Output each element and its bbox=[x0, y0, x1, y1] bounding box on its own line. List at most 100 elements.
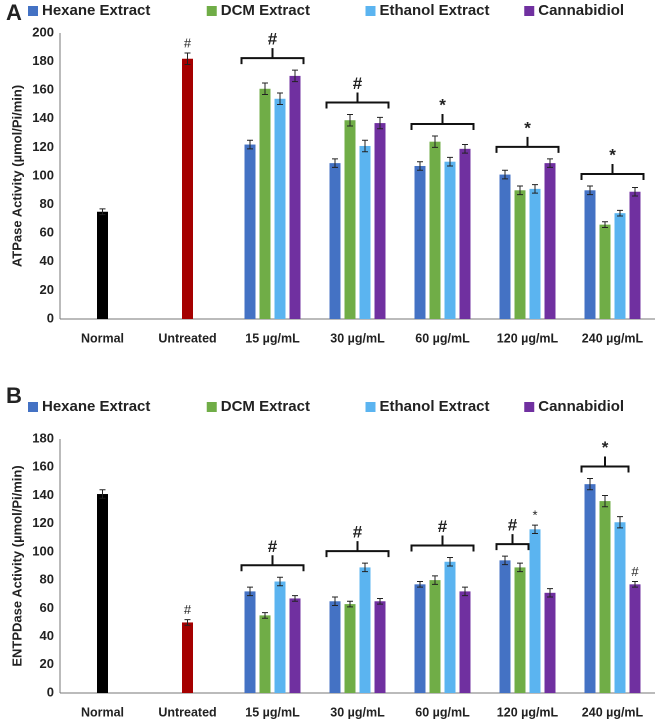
bar bbox=[182, 58, 193, 320]
error-bar bbox=[587, 185, 593, 196]
x-tick-label: 60 µg/mL bbox=[415, 331, 470, 345]
error-bar bbox=[447, 156, 453, 167]
bracket bbox=[410, 535, 475, 552]
error-bar bbox=[602, 494, 608, 508]
legend-label: Cannabidiol bbox=[538, 2, 624, 19]
bar bbox=[459, 591, 471, 693]
error-bar bbox=[362, 139, 368, 153]
bar bbox=[414, 165, 426, 319]
error-bar bbox=[277, 92, 283, 105]
y-tick-label: 0 bbox=[47, 310, 54, 325]
annotation: * bbox=[439, 95, 446, 114]
y-tick-label: 0 bbox=[47, 684, 54, 699]
x-tick-label: Untreated bbox=[158, 331, 216, 345]
y-tick-label: 100 bbox=[32, 543, 54, 558]
error-bar bbox=[99, 489, 106, 499]
bar bbox=[614, 213, 626, 319]
annotation: # bbox=[631, 564, 639, 579]
error-bar bbox=[547, 158, 553, 168]
legend-label: Cannabidiol bbox=[538, 398, 624, 415]
annotation: # bbox=[353, 523, 363, 542]
error-bar bbox=[347, 114, 353, 127]
bar bbox=[344, 604, 356, 693]
error-bar bbox=[502, 555, 508, 566]
bar bbox=[499, 560, 511, 693]
annotation: # bbox=[184, 35, 192, 50]
x-tick-label: 30 µg/mL bbox=[330, 331, 385, 345]
annotation: * bbox=[532, 508, 537, 523]
y-tick-label: 60 bbox=[40, 600, 54, 615]
error-bar bbox=[632, 581, 638, 588]
bar bbox=[274, 98, 286, 319]
legend-swatch bbox=[365, 402, 376, 412]
y-tick-label: 80 bbox=[40, 572, 54, 587]
bar bbox=[629, 584, 641, 693]
error-bar bbox=[417, 161, 423, 171]
annotation: # bbox=[438, 517, 448, 536]
y-tick-label: 100 bbox=[32, 167, 54, 182]
error-bar bbox=[432, 135, 438, 148]
legend-swatch bbox=[524, 6, 535, 16]
legend-swatch bbox=[365, 6, 376, 16]
error-bar bbox=[292, 595, 298, 602]
bar bbox=[429, 141, 441, 319]
bar bbox=[444, 561, 456, 693]
bar bbox=[259, 615, 271, 693]
error-bar bbox=[632, 186, 638, 197]
bar bbox=[514, 567, 526, 693]
error-bar bbox=[617, 516, 623, 529]
bar bbox=[544, 163, 556, 319]
annotation: # bbox=[268, 537, 278, 556]
error-bar bbox=[262, 82, 268, 95]
bracket bbox=[325, 92, 390, 109]
y-tick-label: 20 bbox=[40, 282, 54, 297]
bar bbox=[289, 598, 301, 693]
bar bbox=[514, 190, 526, 319]
error-bar bbox=[547, 588, 553, 598]
error-bar bbox=[517, 185, 523, 196]
annotation: # bbox=[353, 74, 363, 93]
error-bar bbox=[462, 586, 468, 597]
x-tick-label: 15 µg/mL bbox=[245, 705, 300, 719]
bar bbox=[444, 161, 456, 319]
x-tick-label: 30 µg/mL bbox=[330, 705, 385, 719]
bar bbox=[259, 88, 271, 320]
error-bar bbox=[247, 139, 253, 150]
legend-label: DCM Extract bbox=[221, 398, 310, 415]
y-tick-label: 140 bbox=[32, 487, 54, 502]
y-tick-label: 180 bbox=[32, 53, 54, 68]
bar bbox=[344, 120, 356, 319]
y-tick-label: 40 bbox=[40, 253, 54, 268]
bar bbox=[414, 584, 426, 693]
bar bbox=[499, 174, 511, 319]
error-bar bbox=[332, 596, 338, 607]
error-bar bbox=[587, 478, 593, 491]
bracket bbox=[240, 555, 305, 572]
bar bbox=[374, 123, 386, 319]
bar bbox=[584, 484, 596, 693]
y-tick-label: 160 bbox=[32, 459, 54, 474]
bar bbox=[359, 567, 371, 693]
bar bbox=[359, 145, 371, 319]
bar bbox=[329, 163, 341, 319]
x-tick-label: Untreated bbox=[158, 705, 216, 719]
panel-label: A bbox=[6, 0, 22, 25]
error-bar bbox=[277, 576, 283, 587]
error-bar bbox=[377, 116, 383, 130]
bar bbox=[544, 592, 556, 693]
panel-label: B bbox=[6, 383, 22, 408]
y-tick-label: 140 bbox=[32, 110, 54, 125]
legend-label: Ethanol Extract bbox=[380, 398, 490, 415]
bar bbox=[529, 188, 541, 319]
annotation: # bbox=[508, 516, 518, 535]
legend-swatch bbox=[206, 402, 217, 412]
error-bar bbox=[99, 208, 106, 216]
error-bar bbox=[447, 557, 453, 567]
error-bar bbox=[184, 619, 191, 626]
bar bbox=[629, 191, 641, 319]
legend-label: Hexane Extract bbox=[42, 2, 150, 19]
error-bar bbox=[462, 144, 468, 154]
legend-label: DCM Extract bbox=[221, 2, 310, 19]
error-bar bbox=[262, 612, 268, 619]
bar bbox=[289, 75, 301, 320]
